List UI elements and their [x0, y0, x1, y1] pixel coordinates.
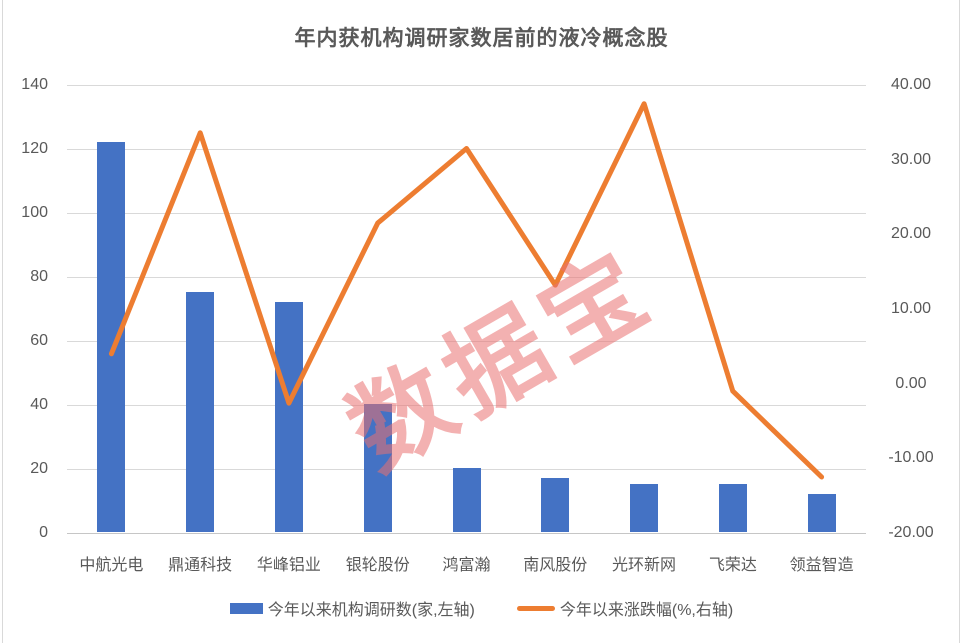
category-label-华峰铝业: 华峰铝业	[256, 557, 321, 574]
right-axis-tick: 10.00	[890, 300, 932, 317]
bar-领益智造	[807, 493, 836, 532]
legend-item-bars: 今年以来机构调研数(家,左轴)	[229, 596, 475, 620]
bar-光环新网	[630, 484, 659, 532]
right-border-line	[959, 0, 960, 643]
gridline	[67, 533, 866, 534]
gridline	[67, 405, 866, 406]
bar-鼎通科技	[186, 292, 215, 532]
bar-银轮股份	[363, 404, 392, 532]
category-label-光环新网: 光环新网	[612, 557, 677, 574]
plot-area	[67, 85, 866, 534]
left-border-line	[2, 0, 3, 643]
bar-华峰铝业	[274, 301, 303, 532]
chart-title: 年内获机构调研家数居前的液冷概念股	[294, 27, 669, 50]
gridline	[67, 277, 866, 278]
left-axis-tick: 0	[39, 524, 48, 541]
left-axis-tick: 60	[30, 332, 48, 349]
price-change-line	[108, 101, 825, 480]
left-axis-tick: 100	[21, 204, 48, 221]
gridline	[67, 341, 866, 342]
bar-飞荣达	[718, 484, 747, 532]
left-axis-tick: 40	[30, 396, 48, 413]
legend-label: 今年以来机构调研数(家,左轴)	[267, 602, 475, 619]
gridline	[67, 85, 866, 86]
right-axis-tick: 0.00	[895, 374, 927, 392]
category-label-鼎通科技: 鼎通科技	[168, 557, 233, 574]
bar-swatch-icon	[229, 602, 263, 614]
line-swatch-icon	[516, 605, 555, 611]
left-axis-tick: 120	[21, 140, 48, 157]
category-label-银轮股份: 银轮股份	[345, 557, 410, 574]
legend-label: 今年以来涨跌幅(%,右轴)	[559, 602, 734, 619]
bar-南风股份	[541, 477, 570, 532]
category-label-领益智造: 领益智造	[789, 557, 854, 574]
category-label-南风股份: 南风股份	[523, 557, 588, 574]
right-axis-tick: -10.00	[888, 449, 934, 467]
right-axis-tick: 30.00	[890, 150, 932, 168]
right-axis-tick: 40.00	[890, 76, 932, 93]
legend: 今年以来机构调研数(家,左轴) 今年以来涨跌幅(%,右轴)	[0, 596, 963, 620]
category-label-中航光电: 中航光电	[79, 557, 144, 574]
legend-item-line: 今年以来涨跌幅(%,右轴)	[516, 596, 734, 620]
line-series-layer	[108, 101, 825, 480]
bar-鸿富瀚	[452, 468, 481, 532]
category-label-鸿富瀚: 鸿富瀚	[442, 557, 491, 574]
right-axis-tick: 20.00	[890, 225, 932, 243]
right-axis-tick: -20.00	[888, 524, 934, 541]
gridline	[67, 213, 866, 214]
left-axis-tick: 80	[30, 268, 48, 285]
left-axis-tick: 140	[21, 76, 48, 93]
category-label-飞荣达: 飞荣达	[708, 557, 757, 574]
left-axis-tick: 20	[30, 460, 48, 477]
